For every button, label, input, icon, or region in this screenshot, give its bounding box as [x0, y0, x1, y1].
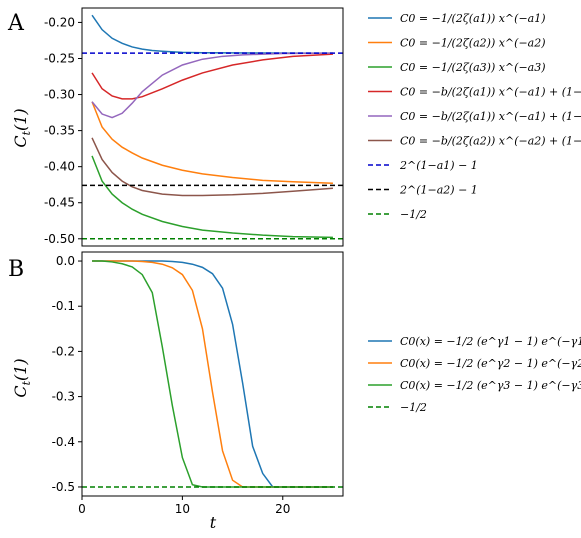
panel-a-series: [82, 14, 343, 240]
panel-b-series-line-2: [92, 260, 333, 488]
panel-a-legend-label-6: 2^(1−a1) − 1: [399, 159, 478, 172]
panel-a-yticks: -0.20 -0.25 -0.30 -0.35 -0.40 -0.45 -0.50: [44, 15, 82, 246]
panel-a-ytick-label: -0.20: [44, 15, 75, 29]
panel-b-frame: [81, 251, 344, 497]
panel-a-ytick-label: -0.30: [44, 88, 75, 102]
panel-b-ylabel: Ct(1): [11, 358, 33, 397]
panel-a-series-line-5: [91, 137, 334, 197]
panel-a-legend-label-0: C0 = −1/(2ζ(a1)) x^(−a1): [400, 12, 546, 25]
panel-a-series-line-1: [91, 101, 333, 184]
panel-b-xticks: 0 10 20: [78, 496, 290, 516]
panel-a-legend-label-3: C0 = −b/(2ζ(a1)) x^(−a1) + (1−b)/(2ζ(a2)…: [400, 86, 581, 99]
panel-b-series: [82, 260, 343, 488]
panel-b-letter: B: [8, 257, 24, 282]
panel-a-legend-label-4: C0 = −b/(2ζ(a1)) x^(−a1) + (1−b)/(2ζ(a3)…: [400, 110, 581, 123]
panel-b-xtick-label: 20: [275, 502, 290, 516]
panel-b-ytick-label: -0.4: [52, 435, 75, 449]
panel-b-ytick-label: -0.5: [52, 480, 75, 494]
panel-a-series-line-3: [91, 53, 334, 100]
panel-b-ytick-label: 0.0: [56, 254, 75, 268]
panel-b-ytick-label: -0.3: [52, 390, 75, 404]
panel-b-ytick-label: -0.2: [52, 344, 75, 358]
panel-b-xlabel: t: [210, 513, 217, 532]
panel-b-legend-label-3: −1/2: [400, 401, 427, 414]
panel-a-ytick-label: -0.45: [44, 196, 75, 210]
panel-a-legend-label-7: 2^(1−a2) − 1: [399, 184, 478, 197]
panel-b-legend: C0(x) = −1/2 (e^γ1 − 1) e^(−γ1 x) C0(x) =…: [368, 335, 581, 414]
panel-a-ytick-label: -0.25: [44, 51, 75, 65]
panel-b-xtick-label: 10: [175, 502, 190, 516]
panel-a-frame: [81, 7, 344, 247]
panel-b: B Ct(1) t 0.0 -0.1 -0.2 -0.3 -0.4 -0.5 0 10 20: [8, 251, 344, 532]
panel-a-legend: C0 = −1/(2ζ(a1)) x^(−a1) C0 = −1/(2ζ(a2))…: [368, 12, 581, 221]
panel-b-yticks: 0.0 -0.1 -0.2 -0.3 -0.4 -0.5: [52, 254, 82, 494]
panel-b-legend-label-2: C0(x) = −1/2 (e^γ3 − 1) e^(−γ3 x): [400, 379, 581, 392]
panel-a-legend-label-5: C0 = −b/(2ζ(a2)) x^(−a2) + (1−b)/(2ζ(a3)…: [400, 135, 581, 148]
panel-a-legend-label-2: C0 = −1/(2ζ(a3)) x^(−a3): [400, 61, 546, 74]
panel-b-legend-label-1: C0(x) = −1/2 (e^γ2 − 1) e^(−γ2 x): [400, 357, 581, 370]
panel-b-ytick-label: -0.1: [52, 299, 75, 313]
panel-a-ylabel: Ct(1): [11, 108, 33, 147]
panel-a-legend-label-8: −1/2: [400, 208, 427, 221]
panel-a-ytick-label: -0.35: [44, 124, 75, 138]
panel-a-legend-label-1: C0 = −1/(2ζ(a2)) x^(−a2): [400, 37, 546, 50]
panel-a-ytick-label: -0.50: [44, 232, 75, 246]
panel-a-letter: A: [7, 11, 25, 36]
panel-a: A Ct(1) -0.20-0.25-0.30-0.35-0.40-0.45-0…: [7, 7, 344, 247]
panel-a-series-line-2: [91, 155, 333, 239]
panel-b-legend-label-0: C0(x) = −1/2 (e^γ1 − 1) e^(−γ1 x): [400, 335, 581, 348]
panel-b-series-line-0: [92, 260, 333, 488]
panel-b-xtick-label: 0: [78, 502, 86, 516]
panel-a-series-line-4: [91, 52, 333, 119]
panel-a-series-line-0: [91, 14, 333, 54]
panel-b-series-line-1: [92, 260, 333, 488]
panel-a-ytick-label: -0.40: [44, 160, 75, 174]
